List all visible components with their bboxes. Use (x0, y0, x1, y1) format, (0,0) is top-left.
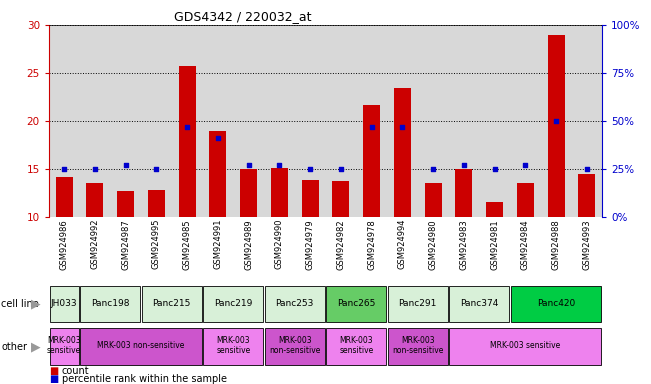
Bar (388, 286, 447, 323)
Text: GSM924988: GSM924988 (551, 219, 561, 270)
Bar (301, 180, 318, 217)
Bar (517, 184, 534, 217)
Bar (456, 169, 472, 217)
Point (213, 135, 223, 141)
Text: GDS4342 / 220032_at: GDS4342 / 220032_at (174, 10, 311, 23)
Bar (578, 174, 595, 217)
Point (182, 124, 193, 130)
Text: GSM924982: GSM924982 (337, 219, 346, 270)
Bar (210, 131, 227, 217)
Point (336, 166, 346, 172)
Bar (271, 168, 288, 217)
Bar (486, 202, 503, 217)
Text: Panc374: Panc374 (460, 299, 499, 308)
Text: GSM924993: GSM924993 (582, 219, 591, 270)
Text: GSM924987: GSM924987 (121, 219, 130, 270)
Point (428, 166, 438, 172)
Text: GSM924980: GSM924980 (428, 219, 437, 270)
Text: cell line: cell line (1, 299, 39, 310)
Text: Panc265: Panc265 (337, 299, 376, 308)
Text: MRK-003
sensitive: MRK-003 sensitive (47, 336, 81, 356)
Text: GSM924978: GSM924978 (367, 219, 376, 270)
Bar (547, 35, 564, 217)
Text: MRK-003 sensitive: MRK-003 sensitive (490, 341, 561, 350)
Bar (142, 286, 202, 323)
Bar (333, 182, 350, 217)
Text: Panc420: Panc420 (537, 299, 575, 308)
Bar (81, 328, 202, 365)
Text: ▶: ▶ (31, 340, 41, 353)
Bar (204, 286, 263, 323)
Point (520, 162, 531, 168)
Text: MRK-003 non-sensitive: MRK-003 non-sensitive (98, 341, 185, 350)
Bar (81, 286, 140, 323)
Point (305, 166, 315, 172)
Text: GSM924985: GSM924985 (183, 219, 191, 270)
Text: GSM924992: GSM924992 (90, 219, 100, 270)
Point (243, 162, 254, 168)
Text: MRK-003
sensitive: MRK-003 sensitive (216, 336, 251, 356)
Text: JH033: JH033 (51, 299, 77, 308)
Text: Panc219: Panc219 (214, 299, 253, 308)
Bar (179, 66, 195, 217)
Bar (449, 328, 602, 365)
Text: GSM924981: GSM924981 (490, 219, 499, 270)
Point (151, 166, 161, 172)
Point (120, 162, 131, 168)
Bar (204, 328, 263, 365)
Text: GSM924983: GSM924983 (460, 219, 468, 270)
Point (490, 166, 500, 172)
Point (274, 162, 284, 168)
Text: other: other (1, 341, 27, 352)
Bar (265, 286, 325, 323)
Bar (424, 184, 441, 217)
Text: ■: ■ (49, 366, 58, 376)
Text: GSM924984: GSM924984 (521, 219, 530, 270)
Bar (148, 190, 165, 217)
Text: count: count (62, 366, 89, 376)
Text: Panc215: Panc215 (152, 299, 191, 308)
Text: GSM924990: GSM924990 (275, 219, 284, 270)
Point (581, 166, 592, 172)
Text: GSM924989: GSM924989 (244, 219, 253, 270)
Bar (240, 169, 257, 217)
Text: ■: ■ (49, 374, 58, 384)
Bar (449, 286, 509, 323)
Point (367, 124, 377, 130)
Bar (49, 286, 79, 323)
Bar (326, 286, 386, 323)
Bar (363, 105, 380, 217)
Text: ▶: ▶ (31, 298, 41, 311)
Point (458, 162, 469, 168)
Point (397, 124, 408, 130)
Point (59, 166, 70, 172)
Text: Panc198: Panc198 (91, 299, 130, 308)
Text: Panc253: Panc253 (275, 299, 314, 308)
Bar (49, 328, 79, 365)
Text: GSM924986: GSM924986 (60, 219, 69, 270)
Text: percentile rank within the sample: percentile rank within the sample (62, 374, 227, 384)
Bar (388, 328, 447, 365)
Point (90, 166, 100, 172)
Text: GSM924994: GSM924994 (398, 219, 407, 270)
Bar (265, 328, 325, 365)
Bar (394, 88, 411, 217)
Text: GSM924991: GSM924991 (214, 219, 223, 270)
Bar (326, 328, 386, 365)
Text: GSM924979: GSM924979 (305, 219, 314, 270)
Text: MRK-003
non-sensitive: MRK-003 non-sensitive (269, 336, 320, 356)
Bar (56, 177, 73, 217)
Bar (511, 286, 602, 323)
Text: MRK-003
non-sensitive: MRK-003 non-sensitive (392, 336, 443, 356)
Point (551, 118, 561, 124)
Text: MRK-003
sensitive: MRK-003 sensitive (339, 336, 374, 356)
Text: GSM924995: GSM924995 (152, 219, 161, 270)
Bar (117, 191, 134, 217)
Text: Panc291: Panc291 (398, 299, 437, 308)
Bar (87, 184, 104, 217)
